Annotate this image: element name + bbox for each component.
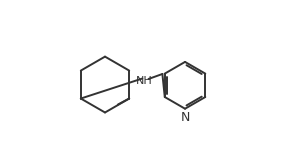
Text: N: N xyxy=(180,111,190,124)
Text: NH: NH xyxy=(136,76,153,86)
